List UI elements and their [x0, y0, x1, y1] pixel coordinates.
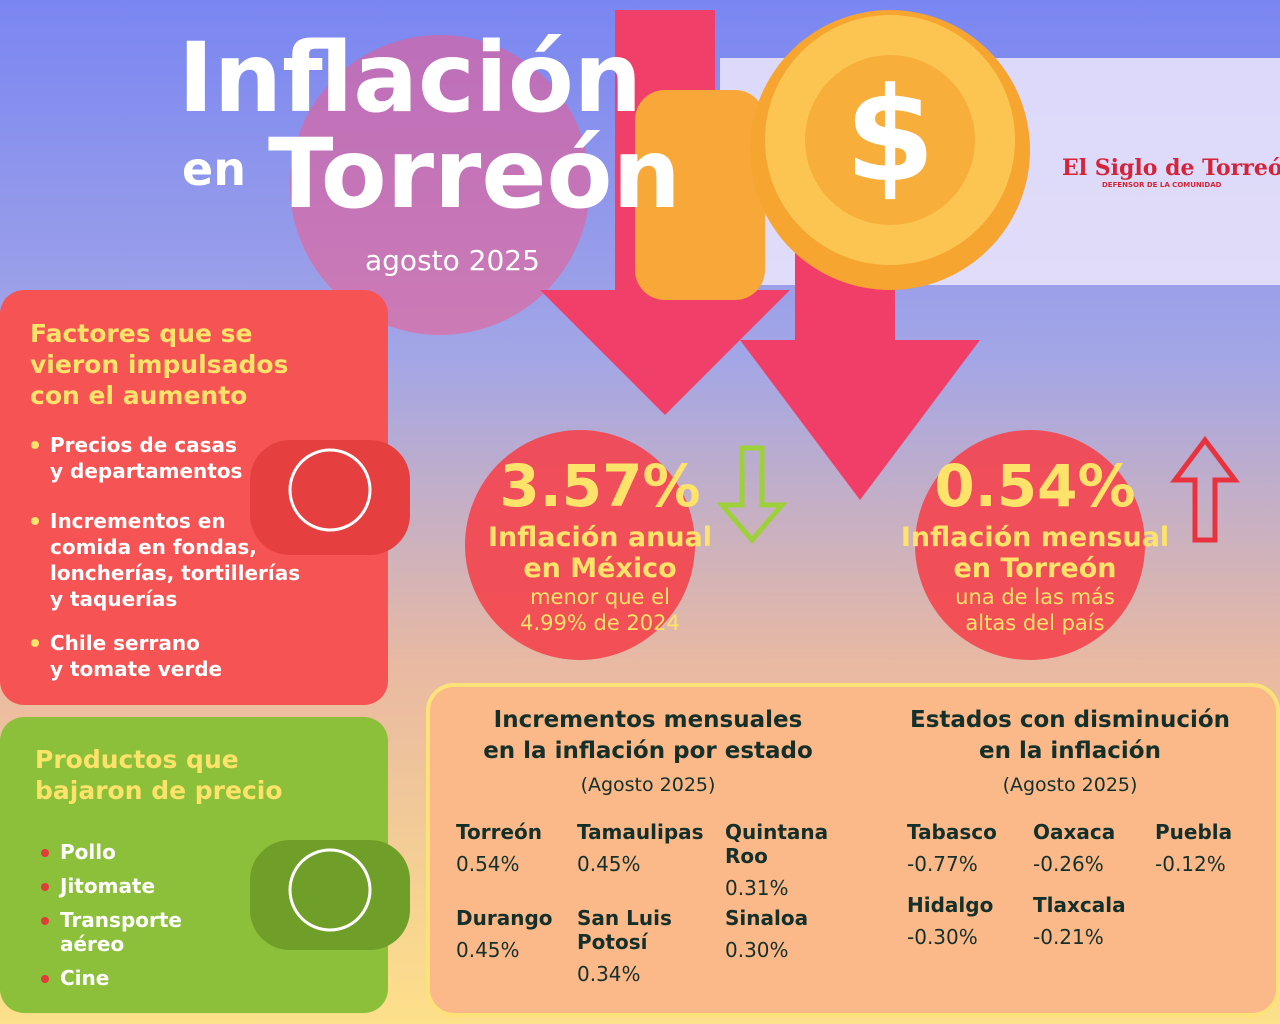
svg-text:$: $ [845, 59, 935, 211]
stat-value: 3.57% [499, 452, 701, 520]
factor-item-line: loncherías, tortillerías [50, 561, 301, 585]
factors-title-line: con el aumento [30, 381, 248, 410]
state-value: -0.21% [1033, 925, 1104, 949]
state-name: Hidalgo [907, 893, 994, 917]
factors-title-line: Factores que se [30, 319, 253, 348]
stat-note: menor que el [530, 585, 670, 609]
title: Inflación [178, 22, 643, 134]
state: San Luis Potosí 0.34% [577, 906, 717, 986]
factor-item-line: Incrementos en [50, 509, 226, 533]
state: Torreón 0.54% [456, 820, 596, 876]
title-small: en [182, 142, 246, 196]
state-value: -0.26% [1033, 852, 1104, 876]
state-value: 0.45% [456, 938, 520, 962]
factor-item-line: Chile serrano [50, 631, 200, 655]
state: Sinaloa 0.30% [725, 906, 865, 962]
factor-item: Precios de casas y departamentos [50, 432, 242, 484]
state-name: Tabasco [907, 820, 997, 844]
increments-head: Incrementos mensuales en la inflación por… [448, 705, 848, 803]
state-name: Tlaxcala [1033, 893, 1126, 917]
factor-item: Incrementos en comida en fondas, lonchería… [50, 508, 300, 612]
stat-note: una de las más [955, 585, 1115, 609]
state: Oaxaca -0.26% [1033, 820, 1173, 876]
factor-item-line: y taquerías [50, 587, 178, 611]
factor-item-line: y tomate verde [50, 657, 223, 681]
state-name: Torreón [456, 820, 542, 844]
product-item: Jitomate [60, 874, 155, 898]
stat-label: Inflación mensual [900, 522, 1170, 553]
products-title: Productos que bajaron de precio [35, 744, 283, 806]
state-value: 0.34% [577, 962, 641, 986]
brand-tagline: DEFENSOR DE LA COMUNIDAD [1102, 181, 1222, 189]
decreases-head: Estados con disminución en la inflación (A… [870, 705, 1270, 803]
product-item: Cine [60, 966, 109, 990]
state: Durango 0.45% [456, 906, 596, 962]
decreases-subtitle: (Agosto 2025) [1002, 774, 1138, 796]
state-value: 0.31% [725, 876, 789, 900]
subtitle: agosto 2025 [365, 244, 540, 277]
product-item-line: Jitomate [60, 874, 156, 898]
product-item: Transporte aéreo [60, 908, 182, 956]
products-title-line: bajaron de precio [35, 776, 283, 805]
product-item-line: Cine [60, 966, 110, 990]
increments-subtitle: (Agosto 2025) [580, 774, 716, 796]
state-value: -0.30% [907, 925, 978, 949]
stat: 0.54% Inflación mensual en Torreón una de l… [835, 450, 1235, 636]
increments-title: en la inflación por estado [483, 738, 813, 764]
state-name: Sinaloa [725, 906, 809, 930]
title: Torreón [268, 118, 681, 230]
decreases-title: en la inflación [979, 738, 1161, 764]
state-value: -0.77% [907, 852, 978, 876]
state-name: Quintana Roo [725, 820, 829, 868]
factor-item-line: comida en fondas, [50, 535, 257, 559]
product-item-line: Transporte [60, 908, 182, 932]
factors-title: Factores que se vieron impulsados con el a… [30, 318, 288, 411]
state-name: San Luis Potosí [577, 906, 672, 954]
state: Tlaxcala -0.21% [1033, 893, 1173, 949]
state-value: 0.30% [725, 938, 789, 962]
stat-label: Inflación anual [487, 522, 713, 553]
increments-title: Incrementos mensuales [493, 707, 803, 733]
stat-label: en México [523, 553, 677, 584]
state-name: Durango [456, 906, 553, 930]
decreases-title: Estados con disminución [909, 707, 1231, 733]
state: Tabasco -0.77% [907, 820, 1047, 876]
stat: 3.57% Inflación anual en México menor que e… [400, 450, 800, 636]
state-value: 0.45% [577, 852, 641, 876]
stat-value: 0.54% [934, 452, 1136, 520]
state-value: -0.12% [1155, 852, 1226, 876]
stat-note: altas del país [965, 611, 1105, 635]
factor-item-line: y departamentos [50, 459, 243, 483]
brand: El Siglo de Torreón [1062, 155, 1280, 181]
state-value: 0.54% [456, 852, 520, 876]
state: Puebla -0.12% [1155, 820, 1280, 876]
factor-item: Chile serrano y tomate verde [50, 630, 222, 682]
product-item: Pollo [60, 840, 116, 864]
state-name: Oaxaca [1033, 820, 1116, 844]
factors-title-line: vieron impulsados [30, 350, 289, 379]
state: Tamaulipas 0.45% [577, 820, 717, 876]
factor-item-line: Precios de casas [50, 433, 237, 457]
product-item-line: Pollo [60, 840, 116, 864]
stat-label: en Torreón [953, 553, 1117, 584]
state: Quintana Roo 0.31% [725, 820, 865, 900]
products-title-line: Productos que [35, 745, 239, 774]
state-name: Puebla [1155, 820, 1233, 844]
stat-note: 4.99% de 2024 [520, 611, 680, 635]
state-name: Tamaulipas [577, 820, 704, 844]
product-item-line: aéreo [60, 932, 125, 956]
state: Hidalgo -0.30% [907, 893, 1047, 949]
